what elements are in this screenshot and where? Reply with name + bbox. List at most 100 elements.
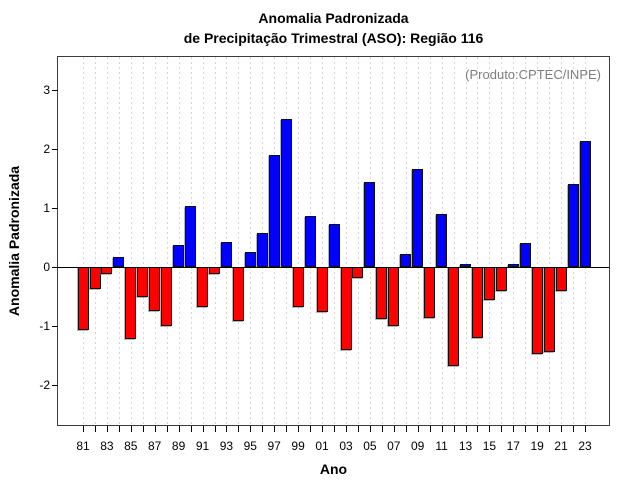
gridline-95: [250, 57, 252, 425]
x-tick: [166, 426, 168, 432]
bar-95: [244, 251, 256, 267]
x-tick: [130, 426, 132, 432]
gridline-10: [429, 57, 431, 425]
bar-17: [507, 264, 519, 267]
bar-83: [101, 267, 113, 275]
gridline-20: [549, 57, 551, 425]
bar-09: [412, 169, 424, 267]
gridline-87: [154, 57, 156, 425]
x-tick: [357, 426, 359, 432]
bar-05: [364, 182, 376, 267]
bar-86: [137, 267, 149, 298]
bar-02: [328, 223, 340, 267]
x-tick: [381, 426, 383, 432]
bar-12: [448, 267, 459, 367]
gridline-91: [202, 57, 204, 425]
x-tick-label: 99: [291, 439, 305, 453]
x-tick-label: 05: [363, 439, 377, 453]
x-tick: [142, 426, 144, 432]
gridline-19: [537, 57, 539, 425]
x-tick-label: 15: [482, 439, 497, 453]
x-tick: [513, 426, 515, 432]
x-tick: [441, 426, 443, 432]
gridline-17: [513, 57, 515, 425]
bar-00: [304, 215, 316, 268]
gridline-14: [477, 57, 479, 425]
gridline-08: [405, 57, 407, 425]
x-tick: [525, 426, 527, 432]
x-tick-label: 09: [411, 439, 425, 453]
x-tick-label: 13: [458, 439, 473, 453]
bar-16: [495, 267, 507, 291]
y-tick-label: -2: [39, 378, 50, 393]
bar-04: [352, 267, 364, 279]
x-tick: [202, 426, 204, 432]
x-tick-label: 19: [530, 439, 544, 453]
chart-title-line1: Anomalia Padronizada: [258, 10, 409, 26]
y-tick-label: 0: [43, 260, 50, 274]
x-tick-label: 23: [578, 439, 592, 453]
bar-96: [256, 232, 268, 267]
x-tick-label: 81: [76, 439, 90, 453]
x-tick-label: 97: [267, 439, 281, 453]
x-tick: [561, 426, 563, 432]
y-tick-label: 2: [43, 141, 50, 156]
bar-14: [471, 267, 483, 338]
x-tick-label: 87: [148, 439, 162, 453]
gridline-88: [166, 57, 168, 425]
bar-82: [89, 267, 101, 289]
y-tick: [52, 148, 58, 150]
bar-87: [149, 267, 161, 311]
bar-01: [316, 267, 328, 312]
bar-10: [424, 267, 436, 318]
y-tick: [52, 89, 58, 91]
x-tick: [369, 426, 371, 432]
bar-06: [376, 267, 388, 320]
bar-21: [555, 267, 567, 292]
gridline-86: [142, 57, 144, 425]
x-tick: [477, 426, 479, 432]
gridline-01: [322, 57, 323, 425]
x-tick: [286, 426, 288, 432]
x-tick: [429, 426, 431, 432]
bar-23: [579, 141, 591, 267]
gridline-21: [561, 57, 563, 425]
x-tick-label: 17: [506, 439, 520, 453]
gridline-07: [393, 57, 395, 425]
x-tick: [417, 426, 419, 432]
zero-line: [58, 267, 609, 268]
bar-91: [197, 267, 208, 308]
gridline-99: [298, 57, 300, 425]
bar-07: [388, 267, 400, 326]
x-tick: [226, 426, 228, 432]
x-tick: [250, 426, 252, 432]
gridline-89: [178, 57, 180, 425]
x-tick-label: 89: [171, 439, 186, 453]
x-tick-label: 11: [435, 439, 448, 453]
x-tick: [537, 426, 539, 432]
x-tick-label: 85: [124, 439, 138, 453]
x-tick: [501, 426, 503, 432]
bar-81: [77, 267, 89, 330]
x-tick: [298, 426, 300, 432]
x-tick: [274, 426, 276, 432]
bar-08: [400, 254, 412, 267]
gridline-16: [501, 57, 503, 425]
x-tick: [322, 426, 323, 432]
bar-18: [519, 242, 531, 268]
bar-84: [113, 257, 125, 268]
x-tick-label: 03: [339, 439, 353, 453]
gridline-93: [226, 57, 228, 425]
x-tick: [106, 426, 108, 432]
bar-88: [161, 267, 173, 326]
x-tick: [262, 426, 264, 432]
gridline-81: [83, 57, 84, 425]
x-tick: [214, 426, 216, 432]
source-annotation: (Produto:CPTEC/INPE): [465, 67, 601, 82]
x-tick: [334, 426, 335, 432]
bar-97: [268, 154, 280, 267]
x-tick-label: 07: [387, 439, 401, 453]
bar-93: [220, 241, 232, 267]
x-tick: [95, 426, 96, 432]
